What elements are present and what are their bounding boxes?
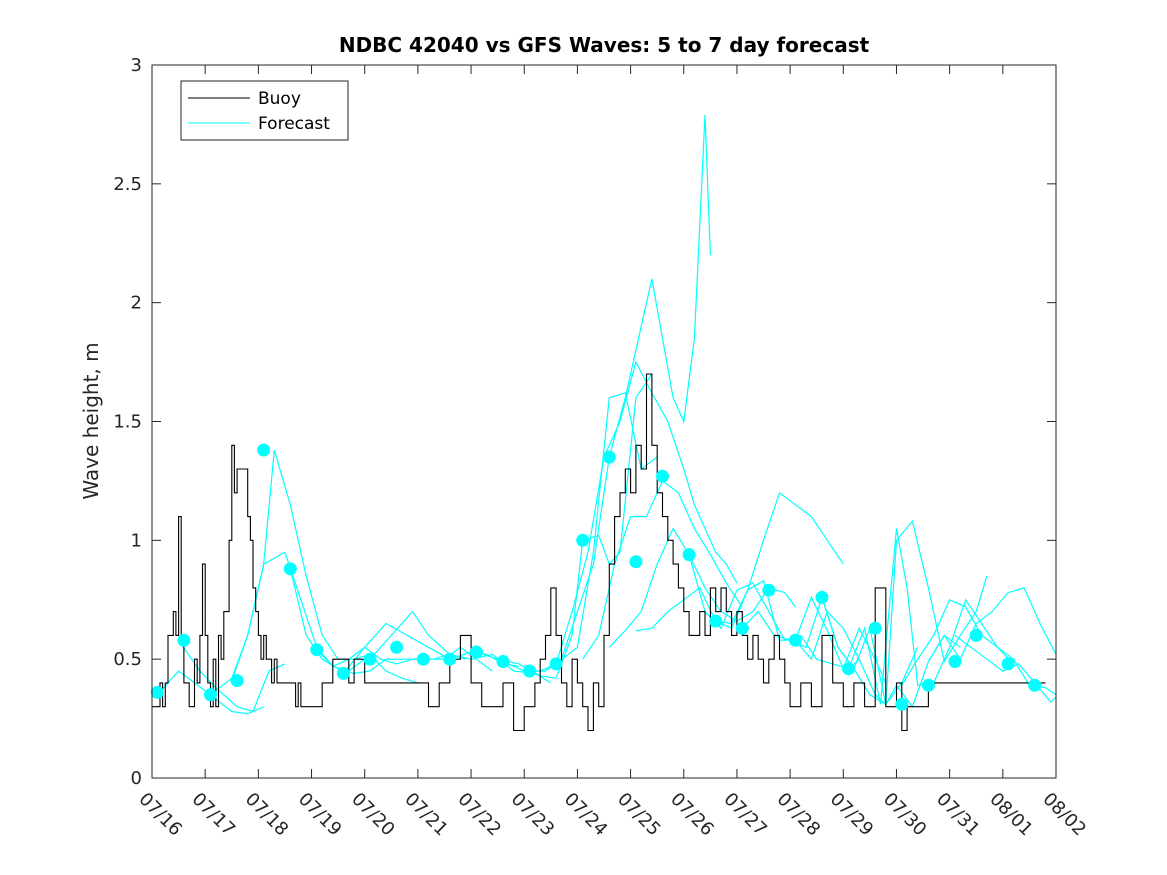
y-tick-label: 1.5: [113, 412, 142, 433]
forecast-point: [177, 633, 191, 647]
forecast-point: [656, 469, 669, 483]
forecast-point: [735, 621, 749, 635]
forecast-point: [895, 697, 909, 711]
forecast-line-14: [635, 491, 844, 632]
forecast-line-8: [476, 373, 653, 679]
forecast-line-22: [927, 587, 1057, 662]
forecast-point: [709, 614, 723, 628]
forecast-line-3: [231, 449, 419, 684]
forecast-point: [969, 628, 983, 642]
forecast-point: [921, 678, 935, 692]
forecast-point: [496, 655, 510, 668]
forecast-point: [629, 555, 643, 569]
forecast-point: [283, 562, 297, 576]
forecast-point: [842, 662, 856, 676]
buoy-series: [152, 373, 1046, 732]
forecast-point: [788, 633, 802, 647]
forecast-line-11: [555, 360, 738, 665]
forecast-line-6: [342, 622, 519, 674]
forecast-line-16: [715, 579, 887, 684]
y-axis-label: Wave height, m: [79, 342, 103, 499]
forecast-point: [416, 652, 430, 666]
forecast-line-5: [316, 646, 493, 672]
forecast-point: [523, 664, 537, 678]
y-tick-label: 3: [131, 55, 142, 76]
legend-box: [180, 80, 349, 141]
forecast-point: [390, 640, 404, 654]
forecast-point: [257, 443, 271, 457]
forecast-point: [310, 643, 324, 657]
forecast-point: [443, 652, 457, 666]
forecast-point: [1028, 678, 1042, 692]
forecast-line-10: [529, 114, 711, 672]
legend-buoy-label: Buoy: [258, 89, 301, 109]
forecast-point: [363, 652, 377, 666]
y-tick-label: 1: [131, 530, 142, 551]
forecast-point: [682, 548, 696, 562]
y-axis: 0 0.5 1 1.5 2 2.5 3: [113, 55, 1056, 789]
forecast-point: [469, 645, 483, 659]
plot-area: [150, 64, 1057, 779]
forecast-point: [815, 590, 829, 604]
forecast-point: [576, 533, 590, 547]
forecast-point: [336, 666, 350, 680]
forecast-point: [549, 657, 563, 671]
buoy-line: [152, 373, 1046, 732]
y-tick-label: 0.5: [113, 649, 142, 670]
chart-title: NDBC 42040 vs GFS Waves: 5 to 7 day fore…: [339, 33, 870, 57]
forecast-point: [948, 655, 962, 668]
forecast-point: [230, 674, 244, 688]
forecast-point: [762, 583, 776, 597]
y-tick-label: 2.5: [113, 174, 142, 195]
forecast-point: [1001, 657, 1015, 671]
legend-forecast-label: Forecast: [258, 114, 330, 134]
y-tick-label: 0: [131, 768, 142, 789]
forecast-point: [868, 621, 882, 635]
forecast-point: [150, 685, 164, 699]
forecast-point: [602, 450, 616, 464]
forecast-markers: [150, 443, 1042, 711]
legend: Buoy Forecast: [180, 80, 349, 141]
forecast-point: [204, 688, 217, 702]
y-tick-label: 2: [131, 293, 142, 314]
